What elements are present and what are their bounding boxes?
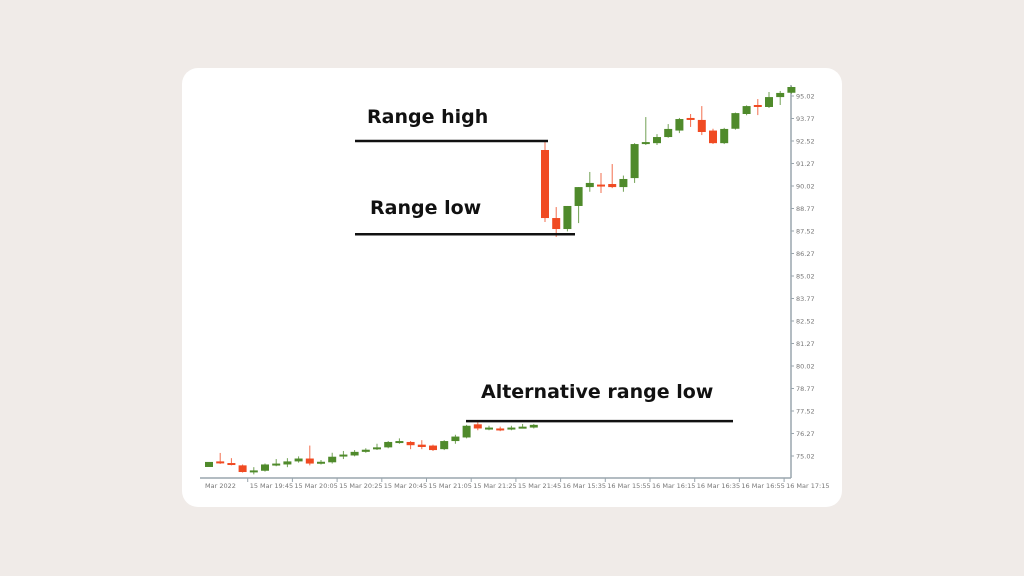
candle-up bbox=[765, 97, 773, 107]
candle-down bbox=[709, 130, 717, 144]
y-tick-label: 75.02 bbox=[796, 453, 815, 461]
candle-up bbox=[641, 142, 650, 145]
candle-up bbox=[451, 436, 460, 442]
candle-down bbox=[686, 117, 695, 120]
y-tick-label: 87.52 bbox=[796, 228, 815, 236]
y-tick-label: 76.27 bbox=[796, 430, 815, 438]
candle-up bbox=[361, 449, 370, 452]
x-tick-label: 16 Mar 15:55 bbox=[607, 482, 650, 490]
candle-up bbox=[272, 463, 281, 466]
candle-down bbox=[753, 105, 762, 107]
y-tick-label: 86.27 bbox=[796, 250, 815, 258]
candle-up bbox=[328, 456, 337, 463]
candle-up bbox=[653, 137, 661, 144]
annotation-range-high-label: Range high bbox=[367, 106, 489, 128]
candle-up bbox=[261, 464, 269, 471]
candle-up bbox=[664, 128, 673, 138]
x-tick-label: 16 Mar 17:15 bbox=[786, 482, 829, 490]
candle-up bbox=[317, 461, 325, 464]
candle-up bbox=[630, 144, 639, 179]
candle-up bbox=[373, 447, 381, 450]
x-tick-label: 16 Mar 16:15 bbox=[652, 482, 695, 490]
candle-up bbox=[384, 441, 393, 448]
x-tick-label: 15 Mar 21:05 bbox=[429, 482, 472, 490]
x-tick-label: 15 Mar 21:45 bbox=[518, 482, 561, 490]
x-tick-label: 15 Mar 20:25 bbox=[339, 482, 382, 490]
candle-up bbox=[440, 441, 449, 450]
candle-up bbox=[350, 451, 359, 456]
y-tick-label: 91.27 bbox=[796, 160, 815, 168]
x-tick-label: 15 Mar 20:05 bbox=[294, 482, 337, 490]
candle-up bbox=[787, 87, 796, 93]
candle-up bbox=[529, 424, 538, 428]
candle-down bbox=[473, 424, 482, 429]
candle-up bbox=[339, 454, 348, 457]
candle-up bbox=[283, 461, 292, 465]
candle-up bbox=[720, 128, 729, 144]
candle-up bbox=[294, 458, 303, 462]
candle-down bbox=[406, 441, 415, 446]
y-tick-label: 80.02 bbox=[796, 363, 815, 371]
x-tick-label: 15 Mar 21:25 bbox=[473, 482, 516, 490]
candle-down bbox=[216, 461, 225, 464]
candle-down bbox=[227, 463, 236, 466]
x-tick-label: 16 Mar 16:35 bbox=[697, 482, 740, 490]
candle-down bbox=[608, 184, 617, 188]
y-tick-label: 90.02 bbox=[796, 183, 815, 191]
candle-up bbox=[776, 92, 785, 98]
candle-down bbox=[305, 458, 314, 464]
y-tick-label: 95.02 bbox=[796, 93, 815, 101]
candle-up bbox=[485, 427, 493, 430]
x-tick-label: 15 Mar 19:45 bbox=[250, 482, 293, 490]
y-tick-label: 93.77 bbox=[796, 115, 815, 123]
annotation-range-low-label: Range low bbox=[370, 197, 482, 219]
candle-up bbox=[518, 426, 527, 429]
candle-up bbox=[619, 178, 628, 188]
y-tick-label: 77.52 bbox=[796, 408, 815, 416]
candle-down bbox=[697, 119, 706, 132]
candle-up bbox=[462, 425, 471, 438]
x-tick-label: 16 Mar 15:35 bbox=[563, 482, 606, 490]
candle-down bbox=[552, 218, 561, 230]
candle-down bbox=[429, 445, 437, 451]
candle-up bbox=[507, 427, 516, 430]
candle-up bbox=[574, 187, 583, 206]
y-tick-label: 82.52 bbox=[796, 318, 815, 326]
y-tick-label: 78.77 bbox=[796, 385, 815, 393]
candle-down bbox=[238, 465, 247, 473]
candle-down bbox=[417, 444, 426, 447]
y-tick-label: 81.27 bbox=[796, 340, 815, 348]
candle-up bbox=[585, 182, 594, 188]
candle-up bbox=[731, 113, 740, 129]
y-tick-label: 83.77 bbox=[796, 295, 815, 303]
x-tick-label: 15 Mar 20:45 bbox=[384, 482, 427, 490]
y-tick-label: 92.52 bbox=[796, 138, 815, 146]
candle-down bbox=[597, 184, 605, 187]
candle-up bbox=[563, 205, 572, 230]
x-tick-label: 16 Mar 16:55 bbox=[741, 482, 784, 490]
y-tick-label: 88.77 bbox=[796, 205, 815, 213]
candle-up bbox=[205, 461, 213, 467]
candle-up bbox=[395, 441, 404, 444]
candle-up bbox=[742, 106, 751, 114]
y-tick-label: 85.02 bbox=[796, 273, 815, 281]
candle-down bbox=[541, 150, 549, 219]
candle-up bbox=[675, 119, 684, 131]
candle-down bbox=[496, 428, 505, 431]
annotation-alternative-range-low-label: Alternative range low bbox=[481, 381, 714, 403]
candle-up bbox=[249, 470, 258, 473]
x-tick-label: Mar 2022 bbox=[205, 482, 236, 490]
